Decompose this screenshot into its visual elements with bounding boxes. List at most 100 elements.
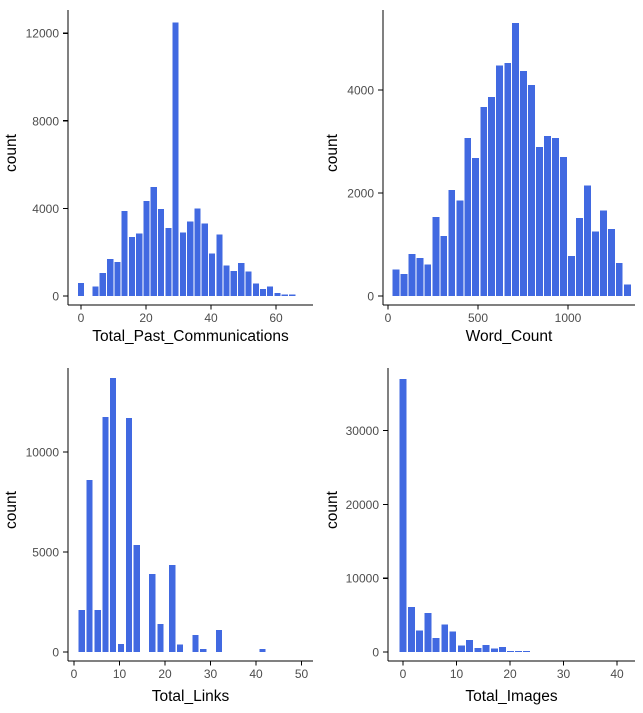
x-tick-label: 30 (204, 667, 218, 681)
histogram-bar (149, 574, 156, 652)
histogram-bar (136, 233, 143, 296)
histogram-bar (424, 264, 432, 296)
y-tick-label: 20000 (346, 498, 380, 512)
histogram-bar (157, 209, 165, 296)
histogram-bar (194, 208, 201, 296)
y-tick-label: 10000 (26, 446, 60, 460)
histogram-bar (536, 147, 543, 296)
histogram-bar (408, 253, 416, 296)
subplot-total-links: 0 10 20 30 40 50 0 5000 10000 Total_Links count (0, 356, 321, 713)
histogram-bar (567, 255, 575, 296)
histogram-bar (92, 286, 99, 296)
histogram-bar (544, 135, 551, 296)
subplot-word-count: 0 500 1000 0 2000 4000 Word_Count count (321, 0, 643, 356)
histogram-bar (552, 137, 560, 296)
histogram-bar (216, 234, 223, 296)
histogram-bar (448, 189, 456, 296)
histogram-bar (591, 231, 599, 297)
histogram-bar (464, 137, 472, 296)
x-tick-label: 20 (158, 667, 172, 681)
histogram-bar (600, 210, 607, 296)
x-tick-label: 40 (249, 667, 263, 681)
histogram-bar (482, 644, 490, 652)
y-tick-label: 10000 (346, 572, 380, 586)
x-tick-label: 30 (557, 667, 571, 681)
histogram-bar (179, 232, 187, 296)
histogram-bar (223, 265, 230, 296)
histogram-bar (504, 63, 512, 296)
histogram-canvas-total_links: 0 10 20 30 40 50 0 5000 10000 Total_Links count (3, 368, 313, 705)
histogram-bar (102, 417, 109, 652)
histogram-bar (114, 262, 121, 297)
histogram-bar (400, 273, 408, 296)
histogram-bar (77, 282, 85, 296)
y-tick-label: 2000 (347, 187, 374, 201)
histogram-bar (499, 646, 506, 652)
y-axis-title: count (324, 133, 341, 172)
histogram-bar (86, 480, 93, 652)
histogram-bar (252, 283, 259, 296)
x-tick-label: 10 (113, 667, 127, 681)
x-axis-title: Word_Count (466, 328, 553, 345)
y-tick-label: 30000 (346, 424, 380, 438)
y-tick-label: 5000 (32, 546, 59, 560)
histogram-bar (523, 650, 531, 652)
x-tick-label: 10 (450, 667, 464, 681)
x-tick-label: 20 (139, 311, 153, 325)
histogram-bar (200, 648, 207, 652)
subplot-total-past-communications: 0 20 40 60 0 4000 8000 12000 Total_Past_Communic… (0, 0, 321, 356)
y-axis-title: count (3, 490, 20, 529)
histogram-bar (259, 288, 267, 296)
histogram-bar (576, 218, 583, 297)
histogram-bar (449, 631, 457, 652)
histogram-bar (440, 235, 448, 296)
x-tick-label: 40 (204, 311, 218, 325)
x-tick-label: 500 (468, 311, 488, 325)
histogram-bar (515, 650, 523, 652)
histogram-bar (125, 418, 133, 652)
histogram-bar (457, 645, 465, 652)
histogram-bar (623, 284, 631, 296)
histogram-bar (208, 253, 216, 296)
x-tick-label: 20 (503, 667, 517, 681)
histogram-bar (172, 22, 179, 296)
histogram-bar (192, 635, 199, 652)
histogram-canvas-total_images: 0 10 20 30 40 0 10000 20000 30000 Total_Images cou… (324, 368, 635, 705)
x-tick-label: 0 (385, 311, 392, 325)
histogram-bar (169, 565, 176, 652)
histogram-bar (245, 271, 252, 296)
x-axis-title: Total_Links (152, 688, 230, 705)
y-tick-label: 8000 (32, 114, 59, 128)
histogram-bar (424, 612, 432, 652)
histogram-bar (187, 221, 194, 296)
y-tick-label: 0 (372, 646, 379, 660)
histogram-bar (121, 211, 128, 296)
histogram-bar (267, 286, 274, 296)
histogram-bar (99, 273, 106, 296)
histogram-bar (408, 606, 416, 652)
histogram-bar (488, 97, 496, 297)
histogram-bar (584, 185, 591, 296)
histogram-bar (238, 263, 245, 296)
y-tick-label: 12000 (26, 27, 60, 41)
histogram-bar (150, 187, 157, 296)
histogram-bar (607, 229, 615, 296)
x-axis-title: Total_Past_Communications (92, 328, 289, 345)
y-tick-label: 0 (367, 290, 374, 304)
x-axis-title: Total_Images (465, 688, 557, 705)
histogram-bar (110, 378, 117, 652)
histogram-bar (465, 640, 473, 652)
histogram-bar (128, 236, 136, 296)
histogram-bar (512, 23, 520, 297)
histogram-bar (441, 624, 449, 652)
histogram-bar (480, 107, 488, 296)
histogram-bar (496, 65, 504, 296)
histogram-bar (94, 610, 101, 652)
histogram-bar (507, 650, 514, 652)
y-axis-title: count (3, 133, 20, 172)
histogram-bar (456, 200, 464, 296)
y-tick-label: 0 (52, 646, 59, 660)
histogram-bar (143, 201, 150, 296)
y-tick-label: 4000 (347, 84, 374, 98)
